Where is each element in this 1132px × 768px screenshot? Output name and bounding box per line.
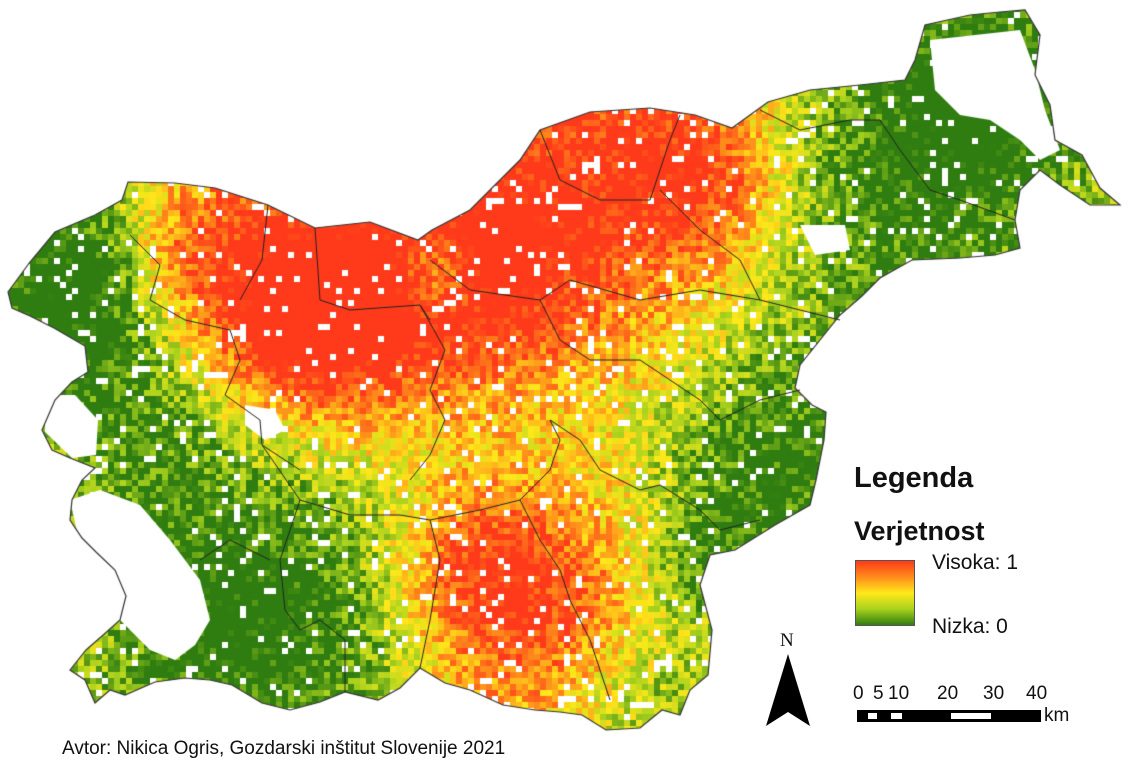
- color-ramp: [855, 560, 915, 626]
- scale-tick-30: 30: [983, 683, 1005, 704]
- legend-title: Legenda: [854, 462, 974, 494]
- north-arrow-icon: [766, 654, 810, 726]
- legend-subtitle: Verjetnost: [854, 516, 985, 546]
- scale-tick-40: 40: [1026, 683, 1048, 704]
- scale-tick-5: 5: [873, 683, 884, 704]
- scale-unit: km: [1044, 705, 1070, 726]
- scale-bar: [857, 710, 1041, 722]
- scale-tick-10: 10: [888, 683, 910, 704]
- legend-low-label: Nizka: 0: [932, 615, 1008, 638]
- author-credit: Avtor: Nikica Ogris, Gozdarski inštitut …: [62, 738, 506, 759]
- scale-tick-0: 0: [853, 683, 864, 704]
- legend-high-label: Visoka: 1: [932, 551, 1018, 574]
- scale-tick-20: 20: [937, 683, 959, 704]
- north-label: N: [780, 630, 794, 651]
